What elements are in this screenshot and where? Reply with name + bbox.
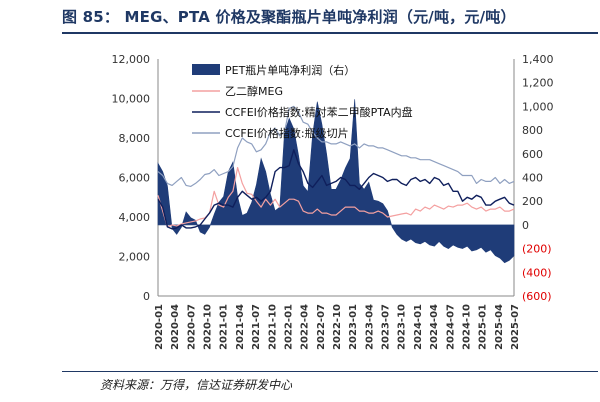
x-tick-label: 2025-07 [510, 304, 521, 350]
x-tick-label: 2023-01 [348, 304, 359, 350]
x-tick-label: 2020-10 [203, 304, 214, 350]
right-tick-label: 1,400 [522, 53, 554, 66]
series-area-profit [157, 99, 515, 264]
right-tick-label: 1,000 [522, 100, 554, 113]
x-tick-label: 2022-04 [300, 304, 311, 350]
x-tick-label: 2021-07 [251, 304, 262, 350]
legend-label: 乙二醇MEG [225, 84, 283, 98]
legend-label: CCFEI价格指数:瓶级切片 [225, 126, 349, 140]
title-rule [62, 32, 598, 34]
x-tick-label: 2023-07 [381, 304, 392, 350]
right-axis-ticks: (600) (400) (200) 0 200 400 600 800 1,000 1,200 1,… [522, 53, 554, 303]
left-tick-label: 10,000 [112, 93, 151, 106]
x-tick-label: 2023-10 [397, 304, 408, 350]
right-tick-label: (400) [522, 266, 552, 279]
right-tick-label: (200) [522, 243, 552, 256]
right-tick-label: 200 [522, 195, 543, 208]
right-tick-label: 400 [522, 172, 543, 185]
x-tick-label: 2020-04 [170, 304, 181, 350]
legend: PET瓶片单吨净利润（右） 乙二醇MEG CCFEI价格指数:精对苯二甲酸PTA内盘… [192, 63, 413, 140]
x-tick-label: 2020-07 [186, 304, 197, 350]
left-tick-label: 8,000 [119, 132, 151, 145]
right-tick-label: 600 [522, 148, 543, 161]
left-axis-ticks: 0 2,000 4,000 6,000 8,000 10,000 12,000 [112, 53, 151, 303]
left-tick-label: 0 [143, 290, 150, 303]
x-tick-label: 2021-04 [235, 304, 246, 350]
x-tick-label: 2024-04 [429, 304, 440, 350]
source-note: 资料来源：万得，信达证券研发中心 [100, 378, 293, 392]
x-tick-label: 2024-01 [413, 304, 424, 350]
left-tick-label: 6,000 [119, 172, 151, 185]
series-line-2 [157, 149, 515, 230]
chart-title: 图 85： MEG、PTA 价格及聚酯瓶片单吨净利润（元/吨，元/吨） [62, 8, 516, 26]
x-tick-label: 2024-07 [445, 304, 456, 350]
x-tick-label: 2022-07 [316, 304, 327, 350]
right-tick-label: 800 [522, 124, 543, 137]
x-tick-label: 2022-01 [283, 304, 294, 350]
x-tick-label: 2025-04 [494, 304, 505, 350]
profit-area-layer [157, 99, 515, 264]
legend-label: PET瓶片单吨净利润（右） [225, 63, 355, 77]
chart-frame [157, 59, 515, 297]
series-line-3 [157, 105, 515, 187]
left-tick-label: 12,000 [112, 53, 151, 66]
x-tick-label: 2024-10 [461, 304, 472, 350]
right-tick-label: 1,200 [522, 77, 554, 90]
x-tick-label: 2025-01 [478, 304, 489, 350]
right-tick-label: (600) [522, 290, 552, 303]
x-axis-ticks: 2020-01 2020-04 2020-07 2020-10 2021-01 2021-… [154, 304, 521, 350]
left-tick-label: 2,000 [119, 251, 151, 264]
x-tick-label: 2023-04 [364, 304, 375, 350]
source-rule [62, 371, 598, 372]
right-tick-label: 0 [522, 219, 529, 232]
series-line-1 [157, 167, 515, 228]
x-tick-label: 2021-01 [219, 304, 230, 350]
legend-label: CCFEI价格指数:精对苯二甲酸PTA内盘 [225, 105, 413, 119]
x-tick-label: 2022-10 [332, 304, 343, 350]
legend-swatch [192, 64, 220, 75]
left-tick-label: 4,000 [119, 211, 151, 224]
x-tick-label: 2020-01 [154, 304, 165, 350]
line-layer [157, 105, 515, 230]
x-tick-label: 2021-10 [267, 304, 278, 350]
